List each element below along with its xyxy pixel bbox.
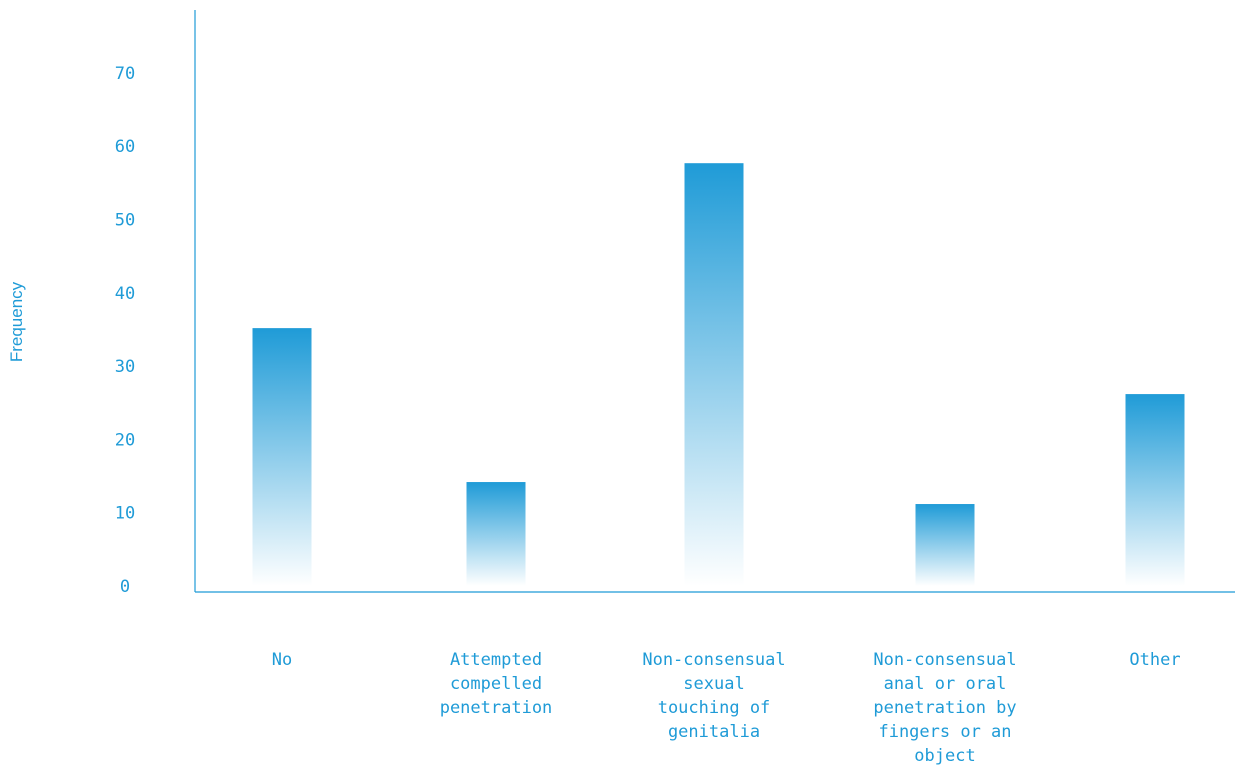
y-tick-label: 30 [115, 357, 135, 377]
y-tick-label: 40 [115, 284, 135, 304]
x-category-label: Attempted compelled penetration [440, 650, 553, 718]
x-category-label: No [272, 650, 292, 670]
x-category-labels: No Attempted compelled penetration Non-conse… [272, 650, 1181, 766]
bar [1125, 394, 1185, 586]
bar [684, 163, 744, 586]
y-tick-label: 70 [115, 64, 135, 84]
bars [252, 163, 1185, 586]
bar [915, 504, 975, 586]
y-tick-label: 50 [115, 211, 135, 231]
x-category-label: Non-consensual anal or oral penetration by… [873, 650, 1016, 766]
x-category-label: Other [1129, 650, 1180, 670]
y-tick-label: 20 [115, 430, 135, 450]
bar [252, 328, 312, 586]
y-tick-label: 0 [120, 577, 130, 597]
x-category-label: Non-consensual sexual touching of genitalia [642, 650, 785, 742]
bar [466, 482, 526, 586]
y-axis-title: Frequency [7, 281, 26, 362]
y-tick-labels: 0 10 20 30 40 50 60 70 [115, 64, 135, 597]
y-tick-label: 60 [115, 137, 135, 157]
y-tick-label: 10 [115, 504, 135, 524]
